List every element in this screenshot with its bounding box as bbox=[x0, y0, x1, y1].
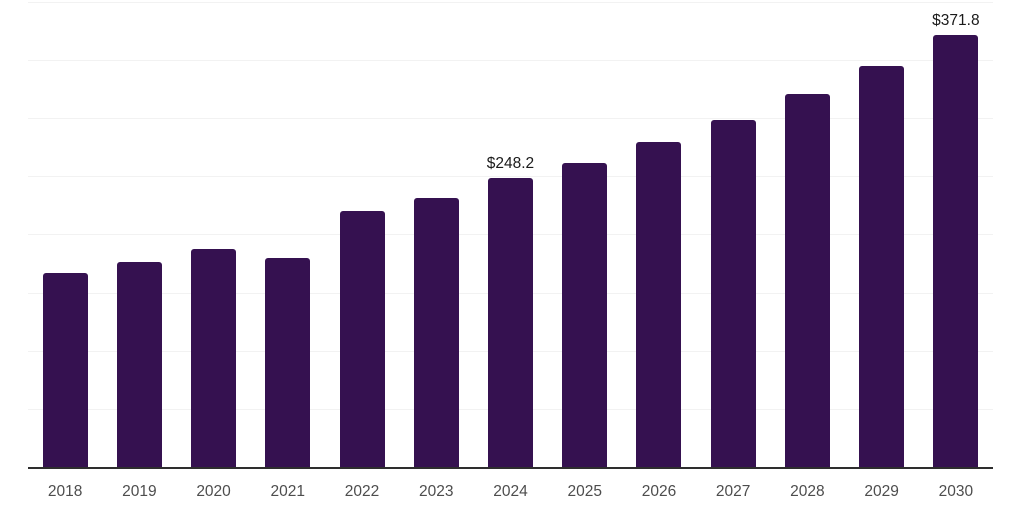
value-label-2030: $371.8 bbox=[932, 11, 980, 29]
x-tick-label-2018: 2018 bbox=[47, 483, 83, 500]
bar-2024 bbox=[488, 178, 533, 467]
x-tick-label-2025: 2025 bbox=[567, 483, 602, 500]
x-tick-label-2030: 2030 bbox=[938, 483, 974, 500]
bar-2027 bbox=[710, 119, 756, 467]
bar-2018 bbox=[42, 272, 88, 467]
bar-2025 bbox=[562, 163, 608, 467]
bar-2023 bbox=[413, 198, 459, 467]
x-tick-label-2021: 2021 bbox=[270, 483, 306, 500]
x-tick-label-2026: 2026 bbox=[641, 483, 677, 500]
x-tick-label-2027: 2027 bbox=[715, 483, 751, 500]
x-axis-line bbox=[28, 467, 993, 469]
bar-2030 bbox=[933, 34, 979, 467]
bar-2021 bbox=[265, 257, 311, 467]
value-label-2024: $248.2 bbox=[486, 155, 535, 173]
x-tick-label-2028: 2028 bbox=[790, 483, 825, 500]
x-tick-label-2024: 2024 bbox=[493, 483, 528, 500]
x-tick-label-2023: 2023 bbox=[419, 483, 454, 500]
gridline-250 bbox=[28, 176, 993, 177]
bar-2020 bbox=[191, 248, 237, 467]
bar-2026 bbox=[636, 142, 682, 467]
bar-2019 bbox=[116, 262, 162, 467]
bar-2029 bbox=[859, 66, 905, 467]
bar-2028 bbox=[784, 94, 830, 467]
gridline-300 bbox=[28, 118, 993, 119]
gridline-350 bbox=[28, 60, 993, 61]
gridline-400 bbox=[28, 2, 993, 3]
x-tick-label-2029: 2029 bbox=[864, 483, 899, 500]
bar-2022 bbox=[339, 211, 385, 467]
x-tick-label-2022: 2022 bbox=[344, 483, 380, 500]
x-tick-label-2020: 2020 bbox=[196, 483, 231, 500]
x-tick-label-2019: 2019 bbox=[122, 483, 157, 500]
